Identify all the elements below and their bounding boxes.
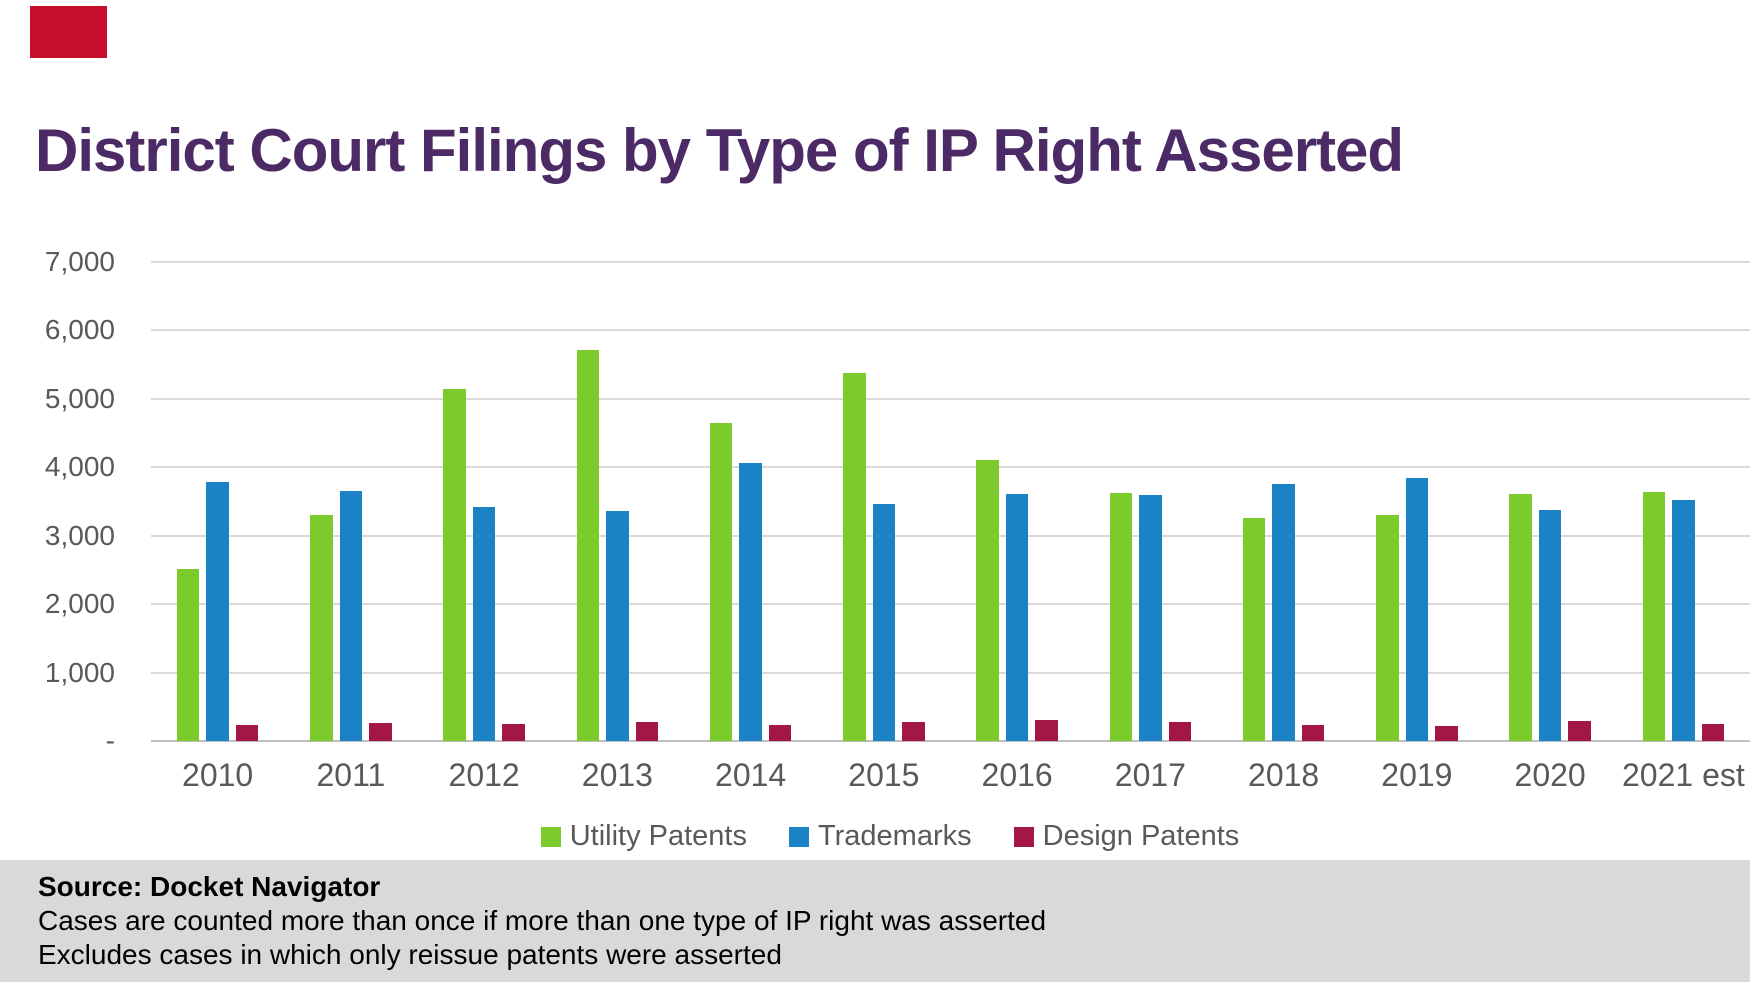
- source-note-bar: Source: Docket Navigator Cases are count…: [0, 860, 1750, 982]
- bar-design-patents-2011: [369, 723, 392, 741]
- brand-accent-rectangle: [30, 6, 107, 58]
- bar-design-patents-2018: [1301, 725, 1325, 741]
- legend-item-trademarks: Trademarks: [789, 820, 972, 853]
- bar-utility-patents-2017: [1109, 492, 1133, 741]
- bar-utility-patents-2012: [443, 389, 466, 741]
- bar-design-patents-2021-est: [1701, 723, 1725, 741]
- bar-design-patents-2016: [1035, 719, 1058, 741]
- bar-design-patents-2017: [1168, 721, 1192, 741]
- legend-swatch-icon: [789, 826, 809, 847]
- legend-swatch-icon: [540, 826, 561, 847]
- y-axis-label-4000: 4,000: [44, 451, 115, 483]
- bar-design-patents-2013: [635, 721, 659, 741]
- note-counting: Cases are counted more than once if more…: [38, 905, 1047, 936]
- bar-trademarks-2010: [206, 482, 229, 741]
- bar-trademarks-2017: [1139, 494, 1162, 741]
- chart-title: District Court Filings by Type of IP Rig…: [35, 117, 1404, 184]
- bar-trademarks-2019: [1405, 478, 1429, 741]
- legend-label: Trademarks: [818, 820, 972, 852]
- x-axis-label-2015: 2015: [848, 757, 920, 793]
- bar-design-patents-2020: [1568, 721, 1591, 741]
- bar-trademarks-2011: [339, 490, 363, 741]
- legend-item-utility-patents: Utility Patents: [540, 820, 747, 853]
- bar-utility-patents-2016: [976, 460, 999, 741]
- bar-utility-patents-2020: [1509, 494, 1532, 741]
- gridline-5000: [151, 397, 1750, 400]
- bar-utility-patents-2018: [1242, 517, 1266, 741]
- x-axis-line: [151, 740, 1750, 742]
- x-axis-label-2017: 2017: [1114, 757, 1186, 793]
- bar-trademarks-2015: [872, 503, 896, 741]
- gridline-7000: [151, 261, 1750, 263]
- bar-utility-patents-2014: [709, 422, 733, 741]
- source-text: Source: Docket Navigator: [38, 871, 381, 902]
- bar-trademarks-2014: [739, 462, 762, 741]
- bar-trademarks-2012: [472, 507, 496, 741]
- legend-label: Design Patents: [1042, 820, 1240, 852]
- legend-swatch-icon: [1013, 826, 1034, 847]
- y-axis-label-1000: 1,000: [44, 656, 115, 688]
- gridline-6000: [151, 329, 1750, 332]
- x-axis-label-2010: 2010: [182, 757, 254, 793]
- bar-design-patents-2015: [902, 721, 925, 741]
- bar-design-patents-2012: [502, 723, 525, 741]
- gridline-2000: [151, 603, 1750, 606]
- bar-design-patents-2019: [1435, 725, 1458, 741]
- legend-label: Utility Patents: [569, 820, 747, 852]
- bar-trademarks-2013: [606, 511, 629, 741]
- plot-area: [151, 261, 1750, 742]
- x-axis-label-2012: 2012: [448, 757, 520, 793]
- x-axis-label-2018: 2018: [1248, 757, 1320, 793]
- bar-utility-patents-2013: [576, 349, 600, 741]
- gridline-4000: [151, 466, 1750, 469]
- bar-trademarks-2021-est: [1672, 500, 1695, 741]
- x-axis-label-2020: 2020: [1514, 757, 1586, 793]
- legend-item-design-patents: Design Patents: [1013, 820, 1240, 853]
- x-axis-label-2021-est: 2021 est: [1621, 757, 1745, 793]
- bar-design-patents-2010: [235, 725, 259, 741]
- x-axis-label-2011: 2011: [316, 757, 386, 793]
- x-axis-label-2014: 2014: [715, 757, 787, 793]
- bar-utility-patents-2015: [843, 372, 866, 741]
- y-axis-label-3000: 3,000: [44, 519, 115, 551]
- bar-utility-patents-2021-est: [1642, 491, 1666, 741]
- note-reissue: Excludes cases in which only reissue pat…: [38, 939, 782, 970]
- x-axis-label-2019: 2019: [1381, 757, 1453, 793]
- y-axis-label-6000: 6,000: [44, 314, 115, 346]
- bar-utility-patents-2010: [176, 569, 200, 741]
- y-axis-label-2000: 2,000: [44, 588, 115, 620]
- bar-utility-patents-2019: [1376, 515, 1399, 741]
- bar-trademarks-2020: [1538, 509, 1562, 741]
- bar-utility-patents-2011: [310, 515, 333, 741]
- x-axis-label-2013: 2013: [581, 757, 653, 793]
- chart-legend: Utility Patents Trademarks Design Patents: [0, 820, 1750, 853]
- y-axis-label-5000: 5,000: [44, 382, 115, 414]
- gridline-1000: [151, 671, 1750, 674]
- bar-trademarks-2016: [1005, 494, 1029, 741]
- y-axis-label-7000: 7,000: [44, 246, 115, 277]
- gridline-3000: [151, 534, 1750, 537]
- bar-design-patents-2014: [768, 725, 792, 741]
- bar-trademarks-2018: [1272, 484, 1295, 741]
- x-axis-label-2016: 2016: [981, 757, 1053, 793]
- y-axis-label-0: -: [105, 725, 115, 756]
